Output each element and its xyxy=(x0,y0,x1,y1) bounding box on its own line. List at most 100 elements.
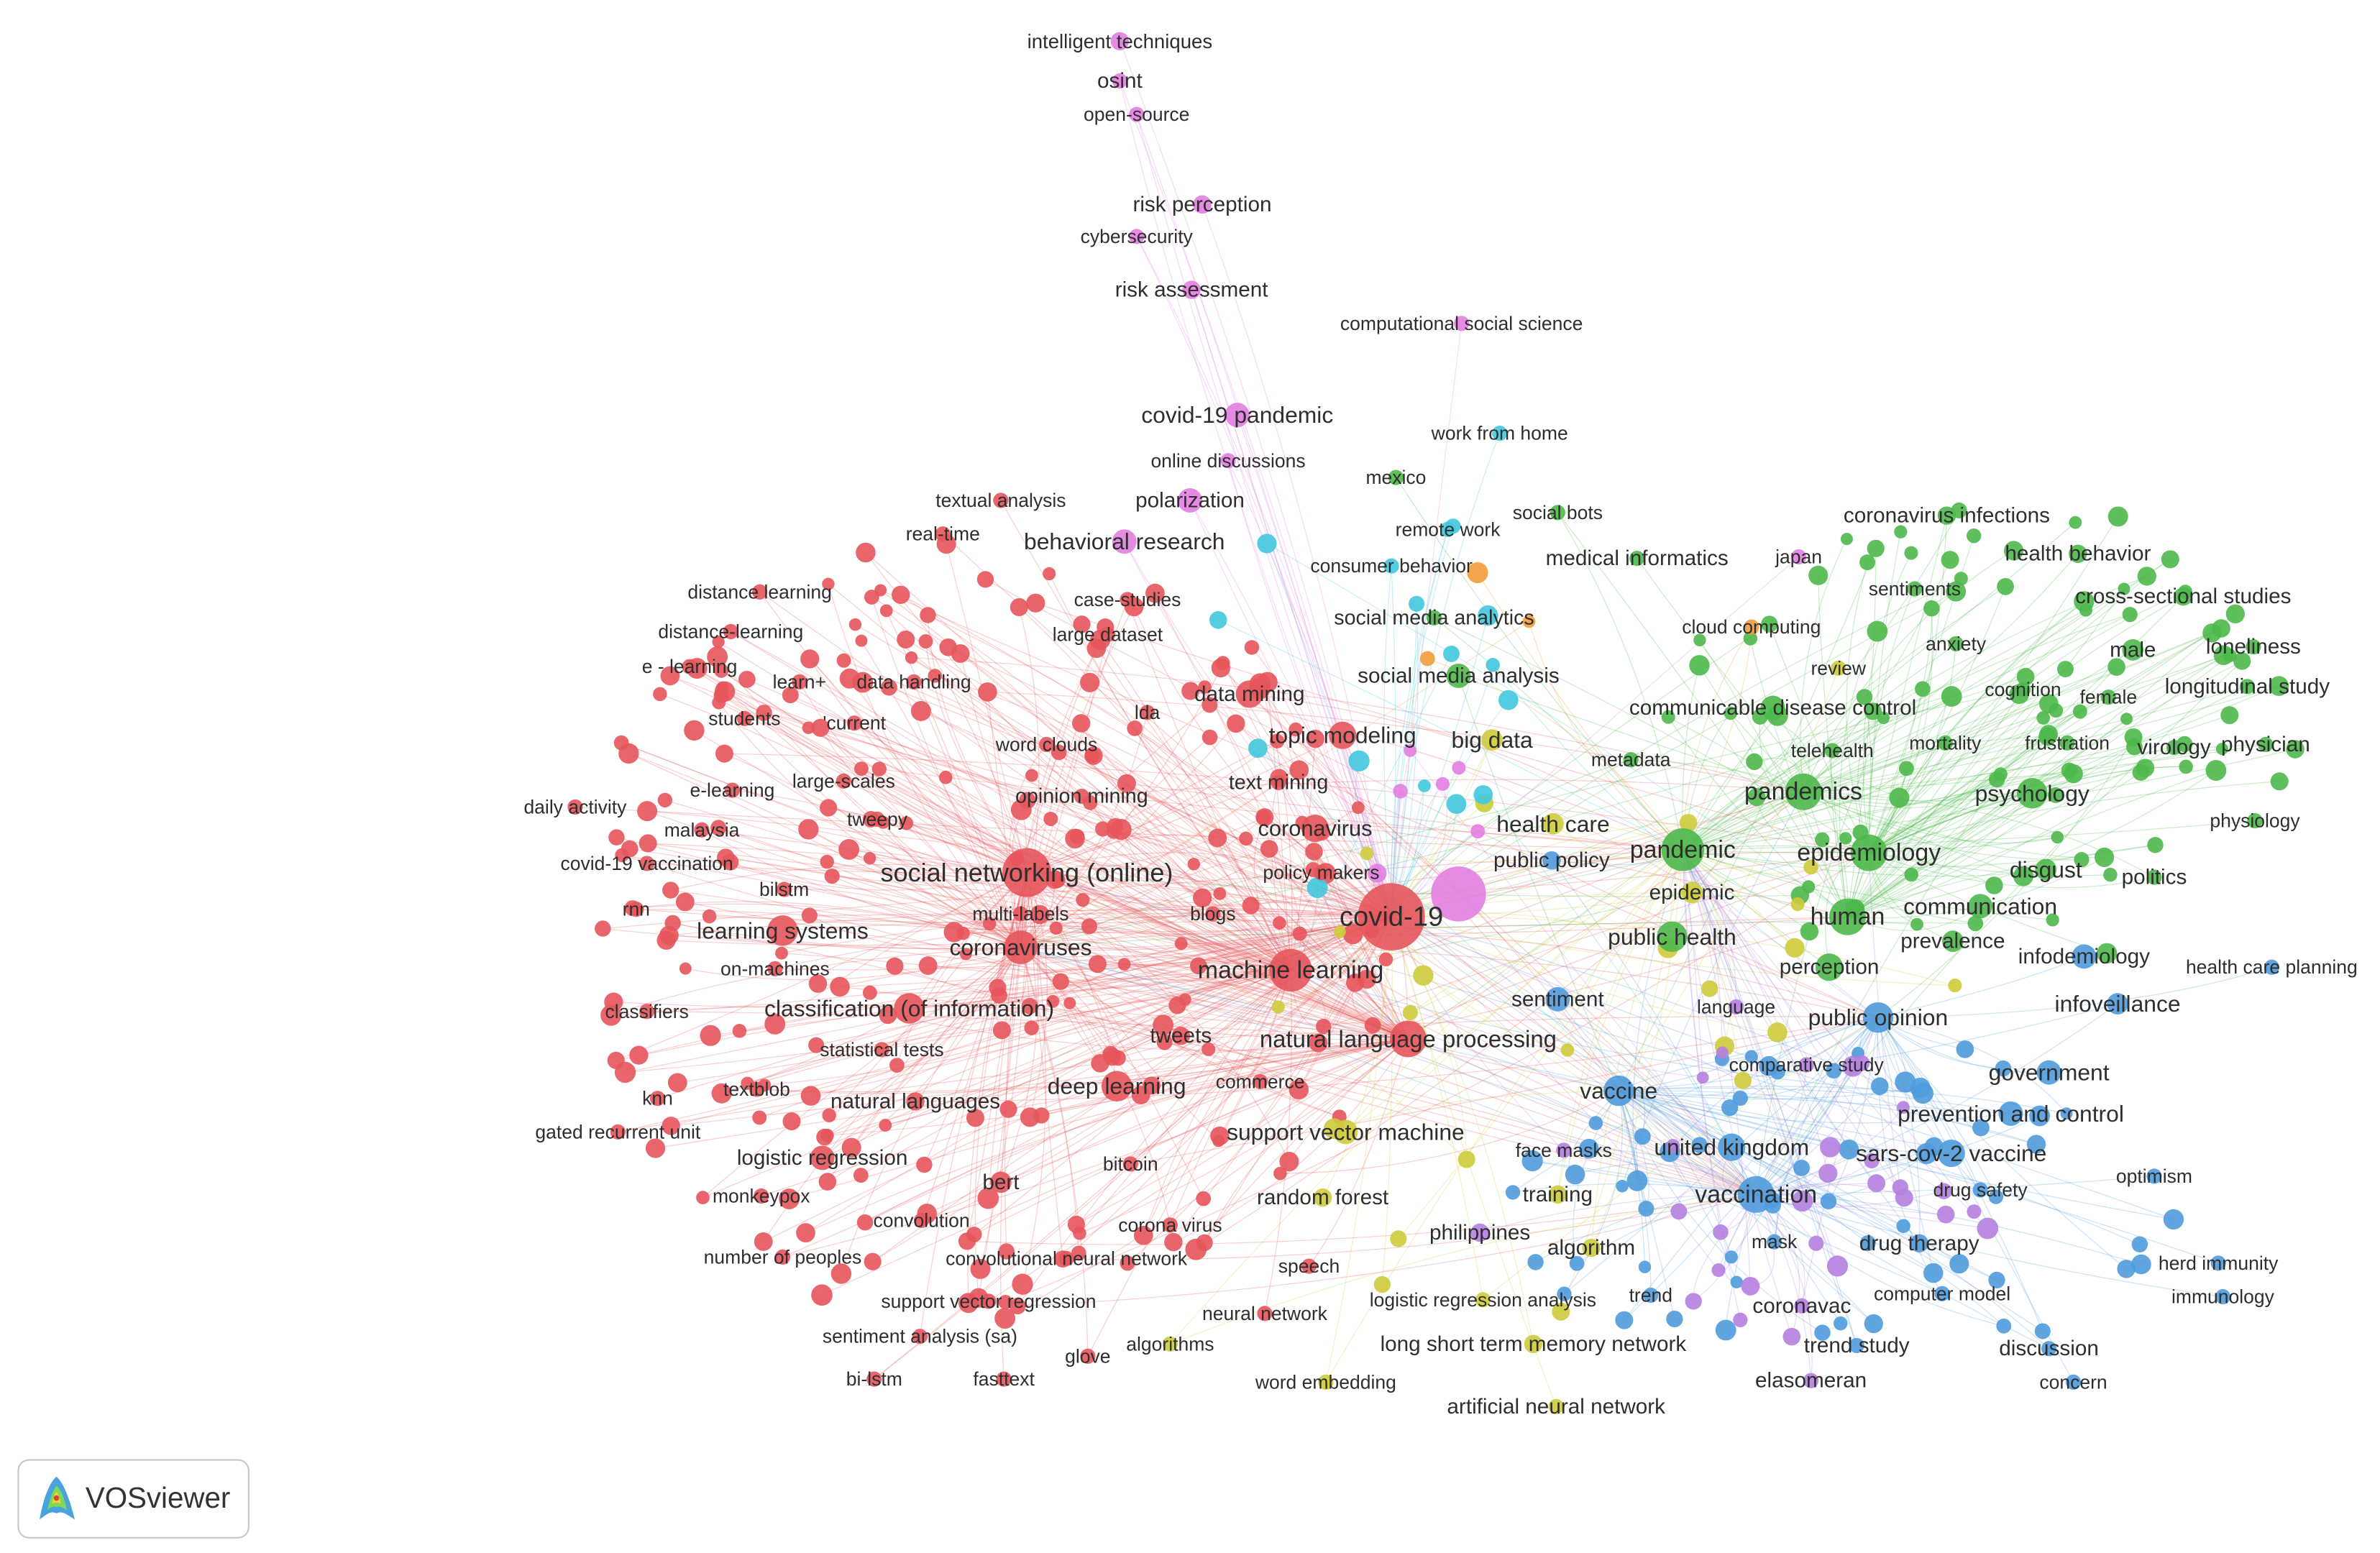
node xyxy=(1915,681,1931,697)
node xyxy=(912,1329,928,1344)
node xyxy=(1305,843,1323,861)
node xyxy=(798,819,819,840)
node xyxy=(2069,544,2087,563)
node xyxy=(866,1371,882,1387)
edge xyxy=(671,969,1291,1127)
edge xyxy=(864,852,1869,1223)
edge xyxy=(1410,849,1683,1014)
edge xyxy=(1391,916,1982,1129)
edge xyxy=(1868,743,2185,853)
node xyxy=(856,542,876,563)
edge xyxy=(1191,289,1392,917)
edge xyxy=(759,591,1027,874)
node xyxy=(2026,1135,2046,1154)
edge xyxy=(1740,1017,1879,1099)
edge xyxy=(1803,767,2146,802)
edge xyxy=(1173,1038,1409,1243)
edge xyxy=(865,552,1291,971)
node xyxy=(1012,1273,1033,1295)
node xyxy=(1907,581,1923,597)
node xyxy=(956,926,970,940)
node xyxy=(1937,735,1953,751)
node xyxy=(1213,887,1227,900)
node xyxy=(1579,1138,1599,1159)
edge xyxy=(1381,917,1393,1285)
node-label: health care xyxy=(1496,811,1609,837)
node-label: big data xyxy=(1452,727,1534,753)
node xyxy=(710,820,727,836)
edge xyxy=(809,659,1027,874)
node xyxy=(976,571,994,588)
edge xyxy=(625,969,1291,1073)
edge xyxy=(869,916,1392,994)
edge xyxy=(1755,1064,1807,1195)
edge xyxy=(1868,608,1933,853)
node xyxy=(1242,897,1260,915)
node xyxy=(802,721,815,735)
edge xyxy=(874,916,1392,1380)
node xyxy=(662,881,679,899)
node-label: drug therapy xyxy=(1859,1232,1979,1255)
edge xyxy=(726,857,1291,971)
node xyxy=(1582,1238,1601,1257)
node xyxy=(1910,1234,1928,1252)
node xyxy=(1733,1312,1748,1327)
edge xyxy=(1395,477,1683,851)
node xyxy=(2147,837,2164,853)
edge xyxy=(810,916,1392,1096)
edge xyxy=(1134,728,1291,971)
edge xyxy=(1877,1017,2067,1114)
node-label: loneliness xyxy=(2206,635,2301,659)
edge xyxy=(851,947,1021,1148)
node xyxy=(1785,938,1805,958)
edge xyxy=(872,1038,1409,1263)
edge xyxy=(1877,966,2272,1018)
edge xyxy=(613,969,1291,1009)
edge xyxy=(1575,1163,1757,1195)
edge xyxy=(1682,575,2148,851)
node xyxy=(871,761,887,776)
edge xyxy=(659,693,1027,874)
edge xyxy=(1235,723,1757,1195)
node xyxy=(645,1138,666,1158)
node-label: bitcoin xyxy=(1103,1153,1158,1175)
node-label: text mining xyxy=(1229,771,1328,794)
edge xyxy=(1345,849,1683,1132)
node xyxy=(1052,973,1069,990)
node-label: real-time xyxy=(906,523,980,545)
edge xyxy=(886,610,1409,1040)
node-label: pandemic xyxy=(1630,836,1736,863)
node xyxy=(1556,1142,1572,1158)
edge xyxy=(722,687,1021,948)
node xyxy=(1182,280,1201,299)
edge xyxy=(1227,460,1392,917)
node xyxy=(1782,1327,1801,1346)
node xyxy=(820,1128,834,1142)
node-label: sentiment xyxy=(1511,987,1604,1011)
node xyxy=(1033,1107,1050,1124)
node-label: natural language processing xyxy=(1260,1025,1557,1052)
edge xyxy=(1020,689,2023,948)
edge xyxy=(1290,969,1703,1078)
node-label: public health xyxy=(1608,924,1736,950)
node xyxy=(855,634,868,647)
node xyxy=(1099,627,1116,643)
node xyxy=(1665,1139,1680,1153)
node-label: face masks xyxy=(1516,1140,1612,1161)
node xyxy=(716,681,729,694)
node-label: daily activity xyxy=(523,796,627,817)
edge xyxy=(1391,759,1631,917)
node xyxy=(1685,1293,1702,1310)
node xyxy=(1820,1193,1837,1210)
node xyxy=(977,1187,999,1209)
node xyxy=(822,1108,836,1123)
edge xyxy=(782,915,1392,931)
edge xyxy=(1877,1017,1921,1244)
edge xyxy=(1847,718,2044,917)
node xyxy=(1661,828,1705,871)
edge xyxy=(989,923,1619,1091)
edge xyxy=(1127,599,1291,971)
node-label: female xyxy=(2080,687,2138,708)
node xyxy=(2017,778,2048,809)
